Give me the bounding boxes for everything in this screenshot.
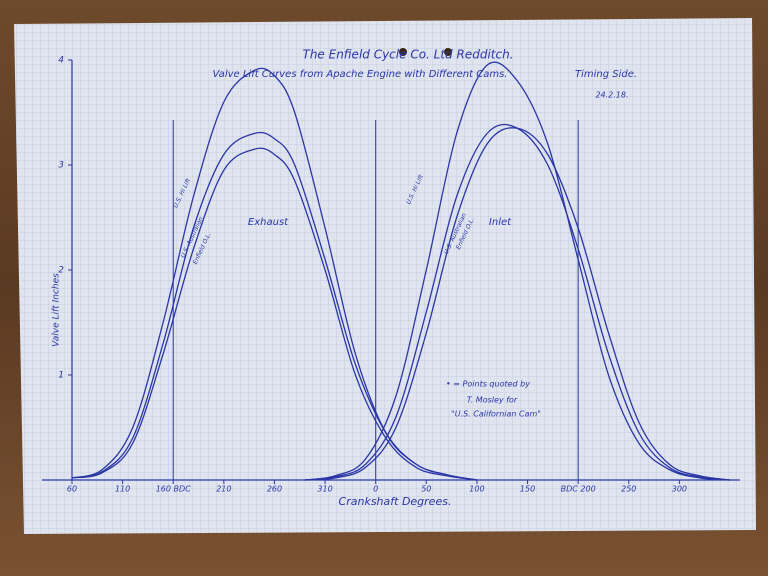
x-tick-label: 100 bbox=[469, 485, 484, 494]
annotation: Timing Side. bbox=[575, 69, 637, 80]
annotation: 24.2.18. bbox=[595, 91, 628, 100]
annotation: • = Points quoted by bbox=[446, 380, 530, 389]
lift-curve bbox=[71, 147, 478, 481]
x-tick-label: BDC 200 bbox=[561, 485, 596, 494]
graph-paper bbox=[14, 18, 756, 534]
annotation: Inlet bbox=[489, 217, 512, 228]
x-tick-label: 210 bbox=[216, 485, 231, 494]
x-axis-label: Crankshaft Degrees. bbox=[339, 495, 452, 508]
x-tick-label: 300 bbox=[672, 485, 687, 494]
y-axis-label: Valve Lift Inches bbox=[52, 273, 62, 347]
chart-title: The Enfield Cycle Co. Ltd Redditch. bbox=[302, 48, 513, 62]
x-tick-label: 310 bbox=[317, 485, 332, 494]
x-tick-label: 250 bbox=[621, 485, 636, 494]
punch-hole bbox=[399, 48, 407, 56]
y-tick-label: 1 bbox=[58, 371, 64, 381]
x-tick-label: 60 bbox=[67, 485, 77, 494]
lift-curve bbox=[304, 61, 731, 481]
lift-curve bbox=[304, 127, 731, 481]
y-tick-label: 3 bbox=[58, 161, 64, 171]
x-tick-label: 260 bbox=[267, 485, 282, 494]
lift-curve bbox=[71, 131, 478, 481]
annotation: T. Mosley for bbox=[467, 396, 518, 405]
y-tick-label: 4 bbox=[58, 56, 64, 66]
x-tick-label: 0 bbox=[373, 485, 378, 494]
x-tick-label: 150 bbox=[520, 485, 535, 494]
x-tick-label: 160 BDC bbox=[156, 485, 191, 494]
annotation: Exhaust bbox=[248, 217, 289, 228]
x-tick-label: 50 bbox=[421, 485, 431, 494]
y-tick-label: 2 bbox=[58, 266, 64, 276]
x-tick-label: 110 bbox=[115, 485, 130, 494]
annotation: "U.S. Californian Cam" bbox=[451, 410, 541, 419]
punch-hole bbox=[444, 48, 452, 56]
chart-subtitle: Valve Lift Curves from Apache Engine wit… bbox=[212, 69, 507, 80]
